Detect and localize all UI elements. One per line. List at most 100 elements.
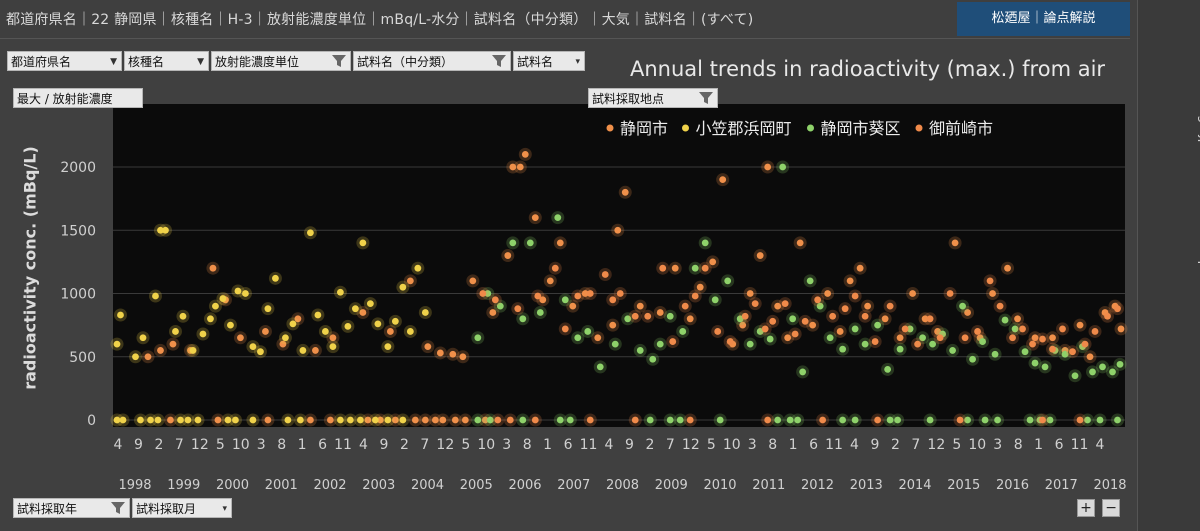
- data-point: [376, 416, 384, 424]
- filter-month[interactable]: 試料採取月 ▾: [132, 498, 232, 518]
- filter-nuclide[interactable]: 核種名 ▼: [124, 51, 209, 71]
- data-point: [596, 363, 604, 371]
- data-point: [1116, 360, 1124, 368]
- filter-icon[interactable]: [491, 54, 507, 70]
- data-point: [739, 321, 747, 329]
- data-point: [964, 416, 971, 424]
- data-point: [566, 416, 574, 424]
- data-point: [167, 416, 174, 424]
- year-tick-label: 2003: [362, 478, 395, 493]
- filter-sample-mid-label: 試料名（中分類）: [357, 55, 454, 69]
- month-tick-label: 6: [1055, 437, 1064, 453]
- legend-marker: [682, 124, 689, 132]
- filter-site-label: 試料採取地点: [592, 92, 665, 106]
- data-point: [531, 214, 539, 222]
- data-point: [364, 416, 372, 424]
- data-point: [586, 290, 594, 297]
- data-point: [709, 258, 717, 266]
- data-point: [1114, 305, 1121, 313]
- data-point: [366, 300, 374, 308]
- data-point: [172, 328, 179, 335]
- legend-label: 小笠郡浜岡町: [696, 119, 792, 138]
- month-tick-label: 3: [502, 437, 511, 453]
- data-point: [691, 264, 699, 272]
- filter-icon[interactable]: [698, 91, 714, 107]
- data-point: [526, 239, 534, 247]
- zoom-in-button[interactable]: +: [1077, 499, 1095, 517]
- month-tick-label: 5: [216, 437, 225, 453]
- month-tick-label: 11: [334, 437, 352, 453]
- chevron-down-icon[interactable]: ▼: [110, 57, 117, 67]
- filter-site[interactable]: 試料採取地点: [588, 88, 718, 108]
- filter-sample[interactable]: 試料名 ▾: [513, 51, 585, 71]
- data-point: [113, 340, 121, 348]
- data-point: [621, 188, 629, 196]
- data-point: [894, 416, 902, 424]
- filter-year[interactable]: 試料採取年: [13, 498, 130, 518]
- zoom-out-button[interactable]: −: [1102, 499, 1121, 517]
- year-tick-label: 2018: [1093, 478, 1126, 493]
- data-point: [1076, 416, 1084, 424]
- data-point: [1086, 353, 1094, 361]
- data-point: [1117, 325, 1125, 333]
- data-point: [147, 416, 154, 424]
- year-tick-label: 2011: [752, 478, 785, 493]
- data-point: [741, 312, 749, 320]
- filter-icon[interactable]: [110, 501, 126, 517]
- data-point: [219, 295, 227, 302]
- filter-unit[interactable]: 放射能濃度単位: [211, 51, 351, 71]
- data-point: [299, 347, 307, 354]
- chevron-down-icon[interactable]: ▾: [575, 57, 580, 67]
- data-point: [1041, 363, 1049, 371]
- data-point: [484, 290, 492, 297]
- chevron-down-icon[interactable]: ▼: [197, 57, 204, 67]
- data-point: [346, 416, 354, 424]
- data-point: [691, 292, 699, 300]
- data-point: [249, 416, 257, 424]
- data-point: [561, 325, 569, 333]
- month-tick-label: 9: [625, 437, 634, 453]
- data-point: [671, 264, 679, 272]
- data-point: [1091, 328, 1099, 335]
- month-tick-label: 4: [114, 437, 123, 453]
- filter-icon[interactable]: [331, 54, 347, 70]
- data-point: [242, 290, 249, 297]
- month-tick-label: 7: [175, 437, 184, 453]
- data-point: [624, 315, 632, 323]
- data-point: [851, 325, 859, 333]
- data-point: [486, 416, 494, 424]
- brand-link[interactable]: 松廼屋｜論点解説: [957, 2, 1130, 36]
- data-point: [781, 300, 789, 308]
- month-tick-label: 8: [523, 437, 532, 453]
- measure-field[interactable]: 最大 / 放射能濃度: [13, 88, 143, 108]
- month-tick-label: 6: [564, 437, 573, 453]
- data-point: [921, 315, 929, 323]
- data-point: [374, 320, 382, 328]
- data-point: [279, 340, 287, 348]
- data-point: [1031, 359, 1039, 367]
- filter-pref[interactable]: 都道府県名 ▼: [7, 51, 122, 71]
- data-point: [636, 302, 644, 310]
- data-point: [1084, 416, 1091, 424]
- data-point: [764, 416, 772, 424]
- source-text: Source: 日本の環境放射能と放射線 https://www.kankyo-…: [1197, 64, 1200, 269]
- month-tick-label: 12: [682, 437, 700, 453]
- data-point: [761, 325, 769, 333]
- data-point: [746, 340, 754, 348]
- data-point: [964, 309, 971, 316]
- data-point: [307, 416, 314, 424]
- data-point: [264, 305, 272, 313]
- chart-title: Annual trends in radioactivity (max.) fr…: [630, 57, 1106, 81]
- chevron-down-icon[interactable]: ▾: [222, 504, 227, 514]
- filter-year-label: 試料採取年: [17, 502, 78, 516]
- data-point: [424, 343, 432, 351]
- data-point: [1076, 321, 1084, 329]
- filter-unit-label: 放射能濃度単位: [215, 55, 300, 69]
- filter-sample-label: 試料名: [517, 55, 554, 69]
- data-point: [162, 226, 169, 234]
- year-tick-label: 2010: [703, 478, 736, 493]
- data-point: [294, 315, 302, 323]
- data-point: [951, 239, 959, 247]
- filter-sample-mid[interactable]: 試料名（中分類）: [353, 51, 511, 71]
- data-point: [961, 334, 969, 342]
